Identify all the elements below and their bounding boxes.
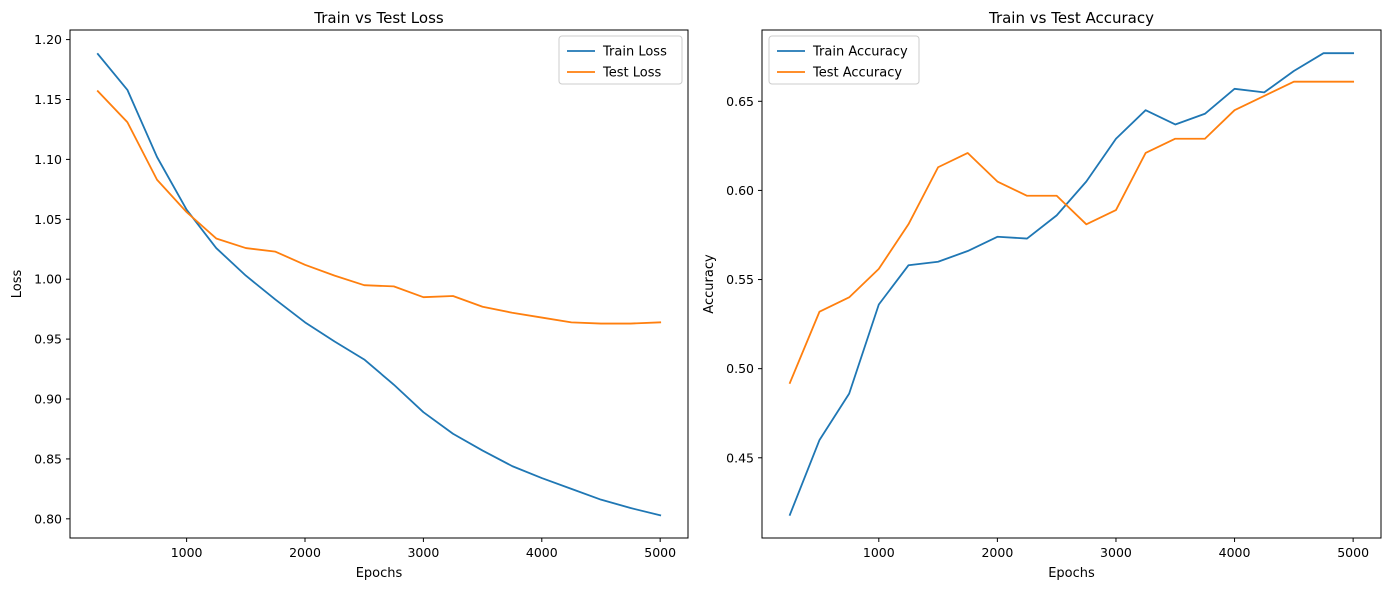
- loss-legend: Train Loss Test Loss: [558, 35, 683, 85]
- loss-y-tick-label: 1.05: [34, 212, 62, 227]
- accuracy-legend: Train Accuracy Test Accuracy: [768, 35, 920, 85]
- accuracy-y-tick-label: 0.60: [726, 183, 754, 198]
- accuracy-chart-panel: 1000 2000 3000 4000 5000 0.45 0.50 0.55 0.60 0.65…: [702, 9, 1382, 581]
- loss-x-tick-label: 3000: [407, 545, 439, 560]
- accuracy-x-tick-label: 3000: [1100, 545, 1132, 560]
- loss-legend-label-1: Test Loss: [602, 66, 661, 81]
- accuracy-y-axis-label: Accuracy: [702, 254, 717, 314]
- accuracy-chart-title: Train vs Test Accuracy: [988, 9, 1154, 27]
- loss-chart-title: Train vs Test Loss: [313, 9, 444, 27]
- accuracy-x-tick-label: 1000: [863, 545, 895, 560]
- loss-series-line-0: [96, 52, 662, 517]
- accuracy-legend-box: [768, 35, 920, 85]
- loss-chart-panel: 1000 2000 3000 4000 5000 0.80 0.85 0.90 0.95 1.00…: [10, 9, 689, 581]
- accuracy-legend-label-0: Train Accuracy: [812, 45, 908, 60]
- loss-legend-label-0: Train Loss: [602, 45, 667, 60]
- accuracy-x-tick-label: 4000: [1219, 545, 1251, 560]
- loss-series-line-1: [96, 89, 662, 325]
- accuracy-y-tick-label: 0.50: [726, 361, 754, 376]
- accuracy-y-tick-label: 0.65: [726, 94, 754, 109]
- loss-x-axis-label: Epochs: [356, 566, 403, 581]
- loss-y-tick-label: 0.80: [34, 511, 62, 526]
- loss-y-tick-label: 1.10: [34, 152, 62, 167]
- loss-x-tick-label: 1000: [171, 545, 203, 560]
- loss-axes-frame: [69, 29, 689, 539]
- accuracy-x-axis-label: Epochs: [1048, 566, 1095, 581]
- accuracy-axes-frame: [761, 29, 1382, 539]
- loss-y-tick-label: 1.00: [34, 272, 62, 287]
- loss-y-tick-label: 0.95: [34, 332, 62, 347]
- loss-y-axis-label: Loss: [10, 270, 25, 299]
- loss-y-tick-label: 0.85: [34, 451, 62, 466]
- accuracy-y-tick-label: 0.45: [726, 450, 754, 465]
- loss-y-tick-label: 1.20: [34, 32, 62, 47]
- accuracy-series-line-0: [788, 52, 1355, 516]
- accuracy-series-line-1: [788, 80, 1355, 385]
- accuracy-x-tick-label: 2000: [981, 545, 1013, 560]
- accuracy-legend-label-1: Test Accuracy: [812, 66, 902, 81]
- loss-y-tick-label: 1.15: [34, 92, 62, 107]
- accuracy-y-tick-label: 0.55: [726, 272, 754, 287]
- loss-y-tick-label: 0.90: [34, 392, 62, 407]
- loss-x-tick-label: 4000: [526, 545, 558, 560]
- accuracy-x-tick-label: 5000: [1337, 545, 1369, 560]
- loss-x-tick-label: 2000: [289, 545, 321, 560]
- loss-x-tick-label: 5000: [644, 545, 676, 560]
